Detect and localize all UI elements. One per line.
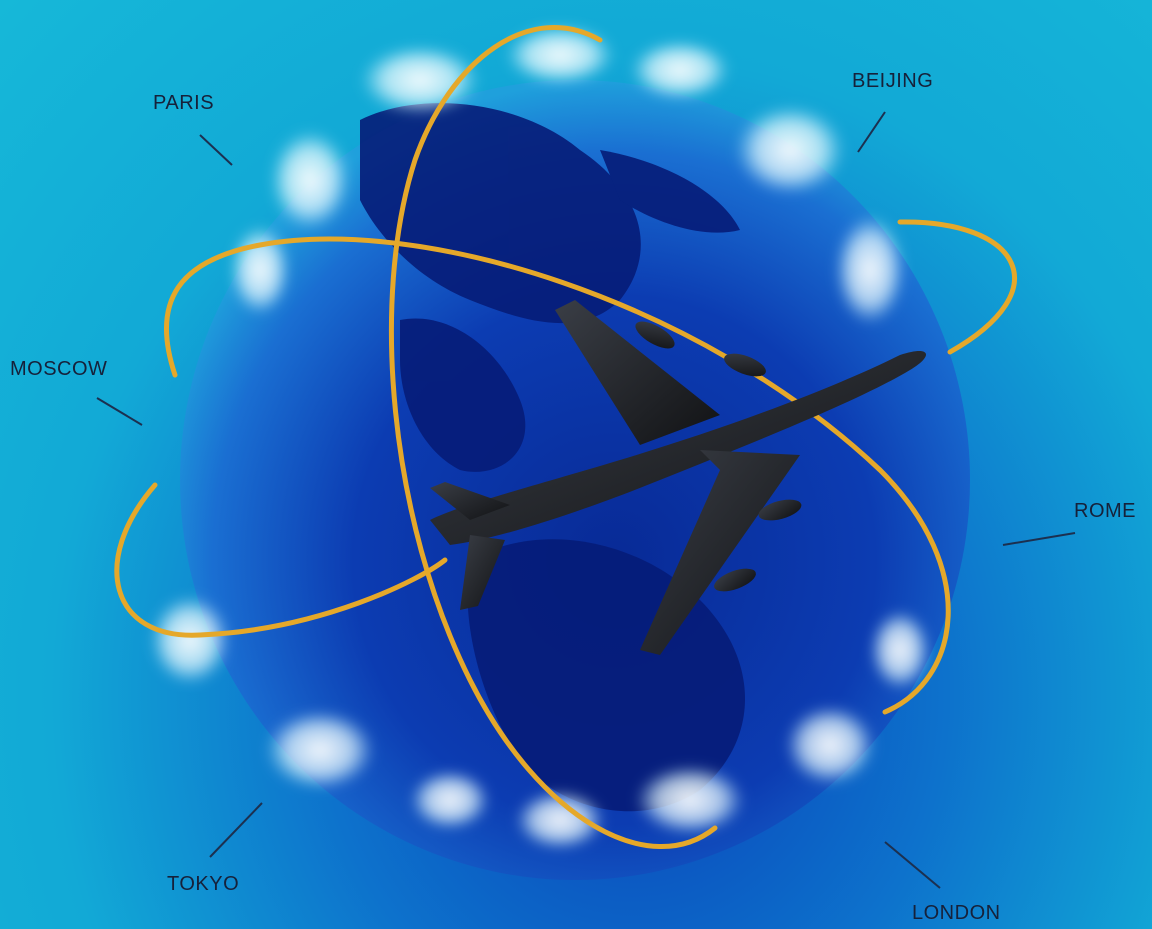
city-label-moscow: MOSCOW bbox=[10, 358, 108, 380]
city-label-rome: ROME bbox=[1074, 500, 1136, 522]
city-label-tokyo: TOKYO bbox=[167, 873, 240, 895]
leader-lines bbox=[96, 111, 1076, 889]
orbit-rings bbox=[114, 25, 1017, 849]
city-label-beijing: BEIJING bbox=[852, 70, 934, 92]
rim-lights bbox=[150, 25, 930, 850]
airplane-icon bbox=[430, 300, 927, 655]
city-label-paris: PARIS bbox=[153, 92, 215, 114]
city-label-london: LONDON bbox=[912, 902, 1001, 924]
